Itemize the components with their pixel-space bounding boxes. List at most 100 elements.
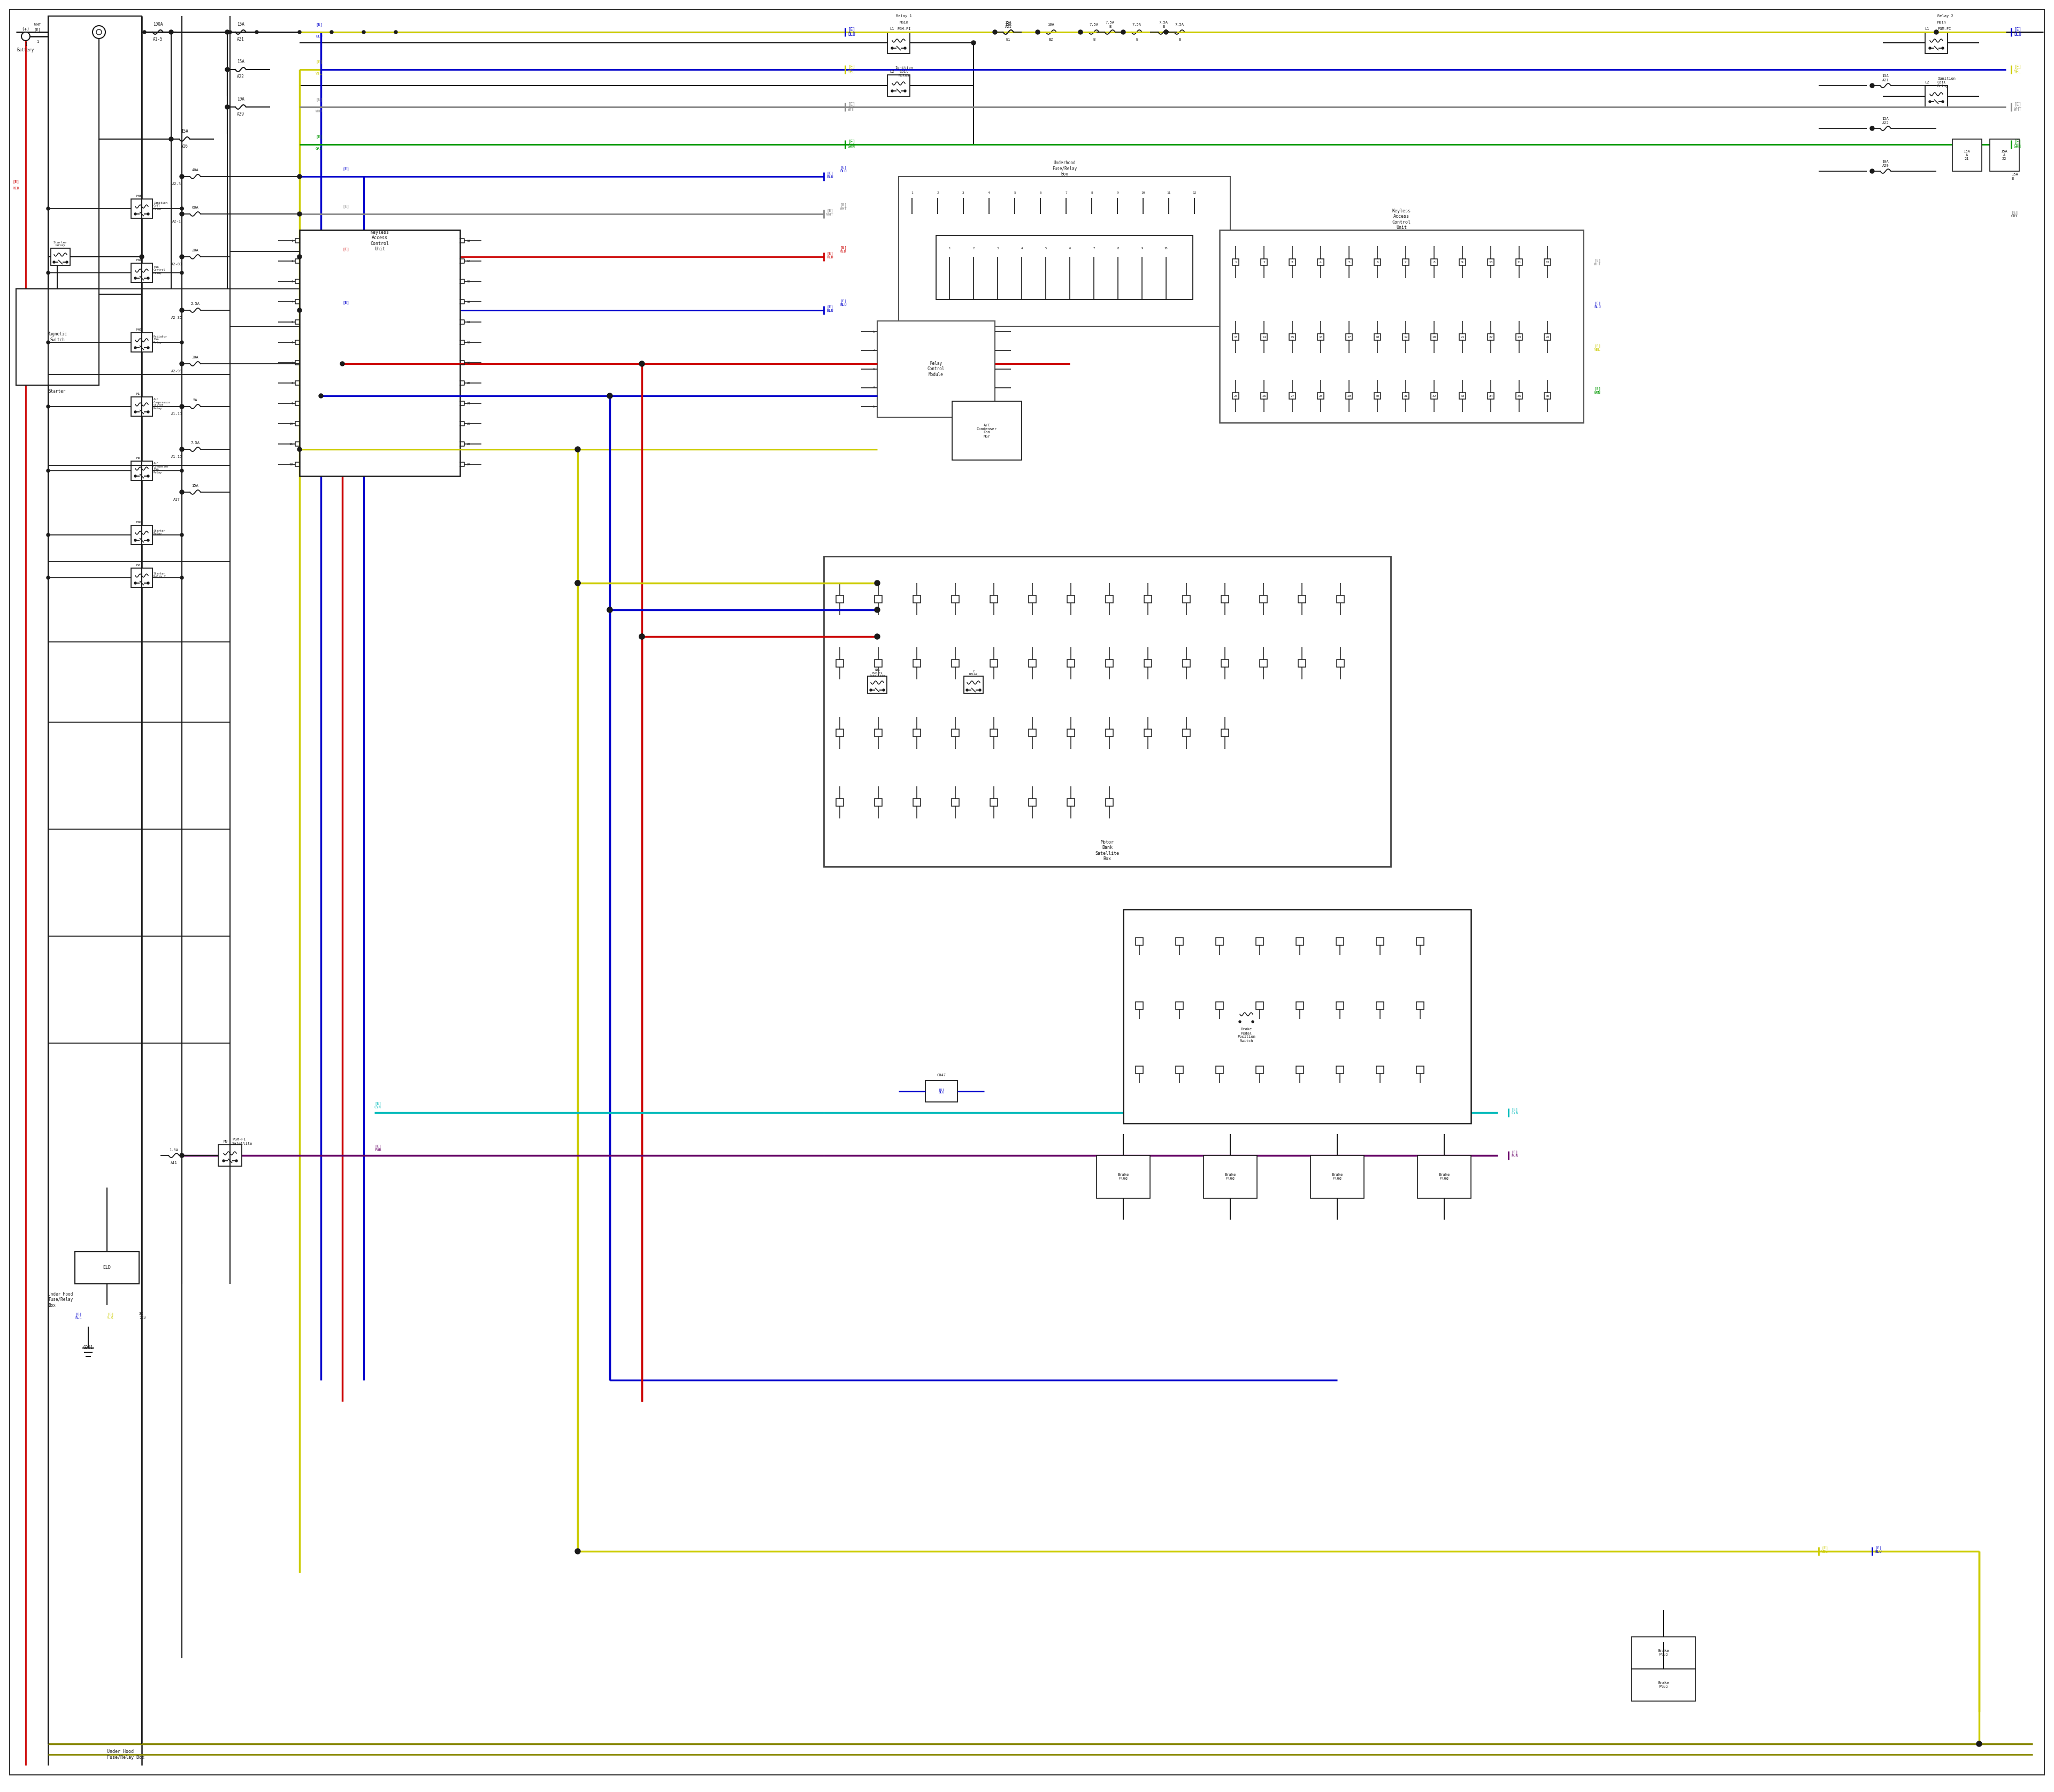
Text: [B]
B-L: [B] B-L [74,1312,82,1319]
Bar [1516,392,1522,400]
Bar [300,229,460,477]
Text: 14: 14 [466,260,470,262]
Text: Ignition
Coil
Relay: Ignition Coil Relay [1937,77,1955,88]
Text: C047: C047 [937,1073,947,1077]
Bar [1487,333,1493,340]
Circle shape [1251,1021,1253,1023]
Circle shape [575,446,581,452]
Circle shape [639,634,645,640]
Circle shape [298,448,302,452]
Text: M9: M9 [224,1140,228,1143]
Circle shape [875,634,879,640]
Circle shape [1035,30,1039,34]
Circle shape [134,582,136,584]
Text: Motor
Bank
Satellite
Box: Motor Bank Satellite Box [1095,840,1119,862]
Bar [1068,659,1074,667]
Bar [1545,258,1551,265]
Bar [875,729,881,737]
Text: [E]
BLU: [E] BLU [848,27,854,38]
Text: Starter
Relay 2: Starter Relay 2 [154,572,166,579]
Text: [E]
RED: [E] RED [840,246,846,253]
Bar [887,32,910,54]
Text: G001: G001 [84,1346,92,1351]
Bar [1298,659,1306,667]
Bar [1417,937,1423,944]
Circle shape [181,208,183,210]
Text: 18: 18 [1376,335,1380,339]
Bar [1136,1002,1144,1009]
Text: Relay 1: Relay 1 [896,14,912,18]
Text: [E]: [E] [316,61,322,65]
Text: A/C
Condenser
Fan
MGr: A/C Condenser Fan MGr [976,423,996,437]
Text: 2.5A: 2.5A [191,303,199,305]
Bar [914,659,920,667]
Bar [1220,229,1584,423]
Circle shape [1935,30,1939,34]
Bar [1029,659,1035,667]
Text: B: B [1136,38,1138,41]
Text: [E]: [E] [316,99,322,102]
Bar [131,333,152,351]
Text: Relay 2: Relay 2 [1937,14,1953,18]
Bar [131,568,152,588]
Text: M48: M48 [136,260,142,262]
Bar [990,659,998,667]
Circle shape [181,340,183,344]
Text: Radiator
Fan
Relay: Radiator Fan Relay [154,335,168,344]
Circle shape [228,30,232,34]
Bar [1105,729,1113,737]
Text: WHT: WHT [35,23,41,27]
Text: Brake
Pedal
Position
Switch: Brake Pedal Position Switch [1237,1029,1255,1043]
Circle shape [181,308,185,312]
Circle shape [148,410,150,412]
Text: 15A
A21: 15A A21 [1004,22,1013,29]
Text: Ignition
Coil
Relay: Ignition Coil Relay [154,201,168,210]
Text: 30: 30 [1376,394,1380,398]
Text: [E]
PUR: [E] PUR [1512,1150,1518,1158]
Text: [E]
YEL: [E] YEL [848,65,854,75]
Bar [1432,333,1438,340]
Text: ELD: ELD [103,1265,111,1271]
Bar [1374,258,1380,265]
Text: 10: 10 [1489,262,1493,263]
Bar [1136,1066,1144,1073]
Circle shape [1941,47,1943,48]
Text: Brake
Plug: Brake Plug [1117,1174,1130,1181]
Bar [951,799,959,806]
Text: PGM-FI: PGM-FI [898,27,910,30]
Text: Main: Main [1937,22,1947,23]
Circle shape [21,32,31,41]
Text: Brake
Plug: Brake Plug [1331,1174,1343,1181]
Circle shape [1869,168,1873,174]
Circle shape [608,607,612,613]
Bar [1216,1066,1224,1073]
Bar [824,556,1391,867]
Text: [E]
BLU: [E] BLU [1594,301,1600,308]
Text: [E]
PUR: [E] PUR [374,1145,382,1152]
Text: 11: 11 [1518,262,1522,263]
Bar [1144,659,1152,667]
Bar [1183,659,1189,667]
Bar [990,729,998,737]
Text: A17: A17 [173,498,181,502]
Bar [1925,86,1947,108]
Text: L2: L2 [1925,81,1929,84]
Bar [1516,258,1522,265]
Circle shape [181,470,183,473]
Text: 13: 13 [466,240,470,242]
Bar [1175,1002,1183,1009]
Text: 33: 33 [1460,394,1465,398]
Bar [1068,595,1074,602]
Circle shape [181,489,185,495]
Circle shape [47,208,49,210]
Bar [1290,392,1296,400]
Text: [E]: [E] [343,247,349,251]
Text: 16: 16 [1319,335,1323,339]
Bar [1144,729,1152,737]
Circle shape [1941,100,1943,102]
Text: Main: Main [900,22,908,23]
Circle shape [341,362,345,366]
Text: 15A: 15A [191,484,199,487]
Bar [1232,333,1239,340]
Bar [1310,1156,1364,1199]
